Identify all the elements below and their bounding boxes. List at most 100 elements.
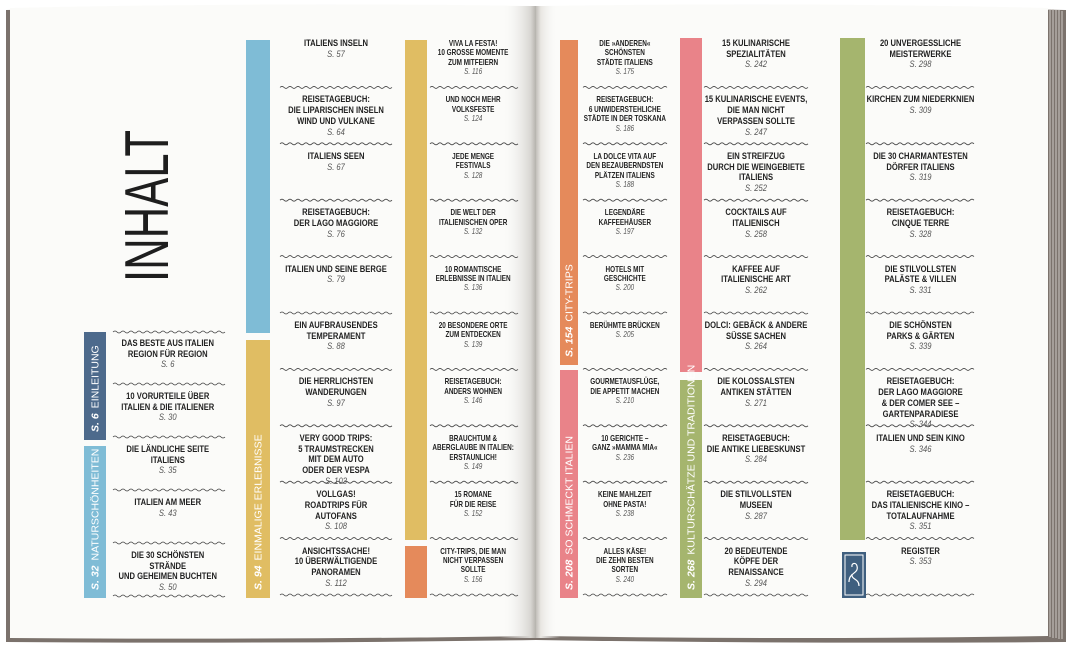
entry-title-line: TOTALAUFNAHME [885,510,955,522]
toc-entry: DIE 30 SCHÖNSTEN STRÄNDE UND GEHEIMEN BUC… [113,550,223,594]
separator [703,368,809,371]
entry-page: S. 262 [745,285,767,296]
entry-title-line: 15 ROMANE [454,490,492,500]
entry-title-line: 20 UNVERGESSLICHE [879,38,961,49]
separator [112,435,226,439]
entry-page: S. 108 [325,521,347,533]
section-bar [246,40,270,333]
separator [582,198,668,202]
entry-page: S. 328 [909,228,931,240]
entry-title-line: FÜR DIE REISE [449,499,497,509]
entry-title-line: DIE MAN NICHT [727,105,785,117]
separator [429,368,519,371]
section-label: S. 94 EINMALIGE ERLEBNISSE [253,434,265,590]
toc-entry: 15 KULINARISCHE SPEZIALITÄTEN S. 242 [704,38,808,71]
entry-title-line: EIN STREIFZUG [727,150,785,162]
entry-title-line: VIVA LA FESTA! [448,39,498,48]
entry-title-line: DURCH DIE WEINGEBIETE [707,161,805,173]
entry-page: S. 124 [463,114,483,124]
entry-page: S. 149 [463,462,483,472]
toc-entry: KIRCHEN ZUM NIEDERKNIEN S. 309 [866,95,974,116]
entry-title-line: PALÄSTE & VILLEN [884,274,956,286]
entry-page: S. 258 [745,228,767,240]
toc-entry: VIVA LA FESTA! 10 GROSSE MOMENTE ZUM MITFE… [430,39,516,77]
toc-entry: DOLCI: GEBÄCK & ANDERE SÜSSE SACHEN S. 264 [704,320,808,353]
entry-title-line: SPEZIALITÄTEN [726,48,786,60]
entry-page: S. 57 [327,48,345,60]
toc-entry: LEGENDÄRE KAFFEEHÄUSER S. 197 [583,208,667,236]
entry-page: S. 238 [615,509,635,518]
toc-entry: ITALIEN UND SEINE BERGE S. 79 [280,264,392,286]
entry-title-line: CITY-TRIPS, DIE MAN [440,546,506,556]
entry-title-line: PANORAMEN [311,567,361,578]
entry-title-line: DOLCI: GEBÄCK & ANDERE [704,320,808,331]
section-label: S. 154 CITY-TRIPS [564,264,576,357]
toc-entry: KEINE MAHLZEIT OHNE PASTA! S. 238 [583,490,667,518]
separator [703,142,809,146]
entry-title-line: AUTOFANS [315,510,357,522]
section-bar [840,38,865,540]
section-page: S. 208 [564,559,576,590]
entry-title-line: ITALIEN AM MEER [134,497,202,508]
section-bar [560,40,578,365]
entry-page: S. 200 [615,283,635,293]
separator [703,424,809,428]
entry-title-line: ALLES KÄSE! [603,546,647,556]
entry-title-line: DIE ANTIKE LIEBESKUNST [706,443,806,455]
separator [703,86,809,89]
entry-title-line: HOTELS MIT [605,264,645,274]
toc-entry: REISETAGEBUCH: DIE LIPARISCHEN INSELN WIND… [280,95,392,138]
separator [429,480,519,484]
entry-title-line: REISETAGEBUCH: [444,377,502,387]
entry-title-line: ITALIENS SEEN [307,150,365,162]
section-name: SO SCHMECKT ITALIEN [564,436,576,555]
entry-title-line: 15 KULINARISCHE EVENTS, [704,94,808,106]
section-name: KULTURSCHÄTZE UND TRADITIONEN [686,365,698,555]
entry-title-line: 5 TRAUMSTRECKEN [298,443,374,455]
toc-entry: REISETAGEBUCH: DER LAGO MAGGIORE & DER COM… [866,377,974,431]
entry-page: S. 175 [615,67,635,77]
toc-entry: REISETAGEBUCH: DAS ITALIENISCHE KINO – TOT… [866,489,974,533]
entry-page: S. 146 [463,396,483,406]
toc-entry: DIE »ANDEREN« SCHÖNSTEN STÄDTE ITALIENS S.… [583,39,667,77]
entry-title-line: 20 BEDEUTENDE [724,545,788,557]
toc-entry: DIE LÄNDLICHE SEITE ITALIENS S. 35 [113,444,223,477]
separator [865,593,975,597]
entry-title-line: ABERGLAUBE IN ITALIEN: [432,443,514,453]
toc-entry: EIN AUFBRAUSENDES TEMPERAMENT S. 88 [280,320,392,353]
separator [703,198,809,202]
left-page [10,4,534,639]
entry-title-line: DIE STILVOLLSTEN MUSEEN [720,489,792,511]
separator [279,198,393,202]
separator [865,86,975,89]
entry-page: S. 43 [159,507,177,519]
entry-page: S. 252 [745,182,767,194]
toc-entry: VERY GOOD TRIPS: 5 TRAUMSTRECKEN MIT DEM A… [280,433,392,488]
toc-entry: REISETAGEBUCH: DER LAGO MAGGIORE S. 76 [280,207,392,240]
section-name: NATURSCHÖNHEITEN [90,449,102,561]
entry-title-line: GESCHICHTE [604,274,646,283]
entry-title-line: 6 UNWIDERSTEHLICHE [588,104,661,114]
entry-title-line: DIE STILVOLLSTEN [884,263,956,275]
separator [703,480,809,484]
entry-page: S. 128 [463,170,483,180]
separator [582,593,668,597]
entry-title-line: JEDE MENGE [452,151,494,161]
section-page: S. 268 [686,559,698,590]
separator [279,537,393,540]
separator [279,480,393,484]
section-bar [680,38,702,372]
toc-entry: DIE 30 CHARMANTESTEN DÖRFER ITALIENS S. 31… [866,151,974,184]
toc-entry: 20 BESONDERE ORTE ZUM ENTDECKEN S. 139 [430,321,516,349]
toc-entry: REISETAGEBUCH: DIE ANTIKE LIEBESKUNST S. 2… [704,433,808,466]
toc-entry: DIE WELT DER ITALIENISCHEN OPER S. 132 [430,208,516,236]
entry-page: S. 139 [463,339,483,349]
entry-page: S. 112 [325,577,347,589]
entry-title-line: REISETAGEBUCH: [886,207,954,219]
section-bar [84,332,106,440]
entry-title-line: STÄDTE ITALIENS [597,57,653,67]
entry-title-line: ZUM ENTDECKEN [445,330,501,340]
entry-title-line: DAS BESTE AUS ITALIEN [121,338,215,349]
page-title: INHALT [113,130,182,282]
separator [429,593,519,597]
